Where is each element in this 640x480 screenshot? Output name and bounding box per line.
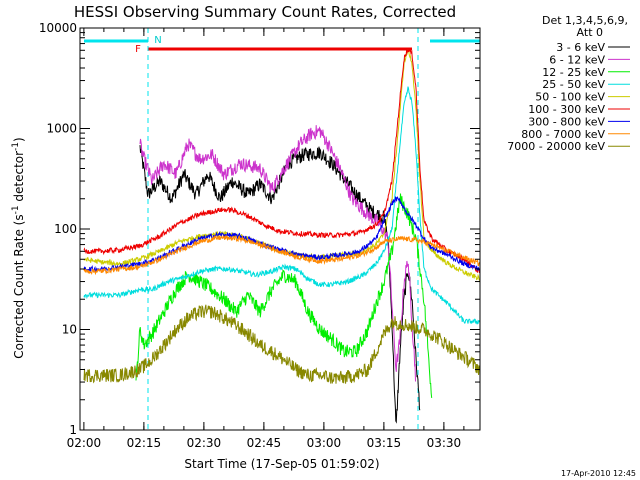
y-axis-label-sup2: -1: [11, 142, 21, 151]
legend-label-4: 50 - 100 keV: [535, 91, 605, 104]
y-axis-label-main: Corrected Count Rate (s: [12, 214, 26, 358]
x-tick-label-6: 03:30: [427, 436, 462, 450]
x-tick-label-1: 02:15: [127, 436, 162, 450]
legend-label-7: 800 - 7000 keV: [521, 128, 605, 141]
legend-header-1: Det 1,3,4,5,6,9,: [542, 14, 628, 27]
x-tick-label-5: 03:15: [367, 436, 402, 450]
legend-label-6: 300 - 800 keV: [528, 115, 605, 128]
x-tick-label-2: 02:30: [187, 436, 222, 450]
legend-header-2: Att 0: [577, 26, 603, 39]
y-axis-label-sup1: -1: [11, 205, 21, 214]
x-tick-label-0: 02:00: [67, 436, 102, 450]
chart-title: HESSI Observing Summary Count Rates, Cor…: [74, 3, 456, 21]
x-tick-label-4: 03:00: [307, 436, 342, 450]
legend-label-5: 100 - 300 keV: [528, 103, 605, 116]
series-line-8: [83, 304, 480, 384]
y-tick-label-2: 100: [54, 222, 77, 236]
x-axis-label: Start Time (17-Sep-05 01:59:02): [184, 457, 379, 471]
marker-label-n: N: [154, 35, 161, 46]
y-axis-label-mid: detector: [12, 151, 26, 206]
series-line-7: [83, 234, 480, 276]
legend-label-8: 7000 - 20000 keV: [507, 140, 605, 153]
marker-label-f: F: [135, 44, 141, 55]
legend-label-2: 12 - 25 keV: [542, 66, 605, 79]
series-line-5: [83, 47, 480, 273]
series-line-3: [83, 86, 480, 325]
y-axis-label-end: ): [12, 137, 26, 142]
y-tick-label-1: 10: [62, 323, 77, 337]
series-layer: [83, 47, 480, 424]
y-tick-label-0: 1: [69, 423, 77, 437]
x-tick-label-3: 02:45: [247, 436, 282, 450]
series-line-0: [139, 145, 421, 424]
footer-timestamp: 17-Apr-2010 12:45: [561, 469, 636, 478]
axes: 1 10 100 1000 10000 02:00 02:15 02:30 02:45 03:00…: [39, 21, 481, 450]
y-tick-label-4: 10000: [39, 21, 77, 35]
legend-label-1: 6 - 12 keV: [549, 53, 605, 66]
y-axis-label: Corrected Count Rate (s-1 detector-1): [11, 137, 26, 358]
legend-label-0: 3 - 6 keV: [556, 41, 605, 54]
y-tick-label-3: 1000: [46, 122, 77, 136]
legend-label-3: 25 - 50 keV: [542, 78, 605, 91]
series-line-1: [139, 125, 416, 382]
